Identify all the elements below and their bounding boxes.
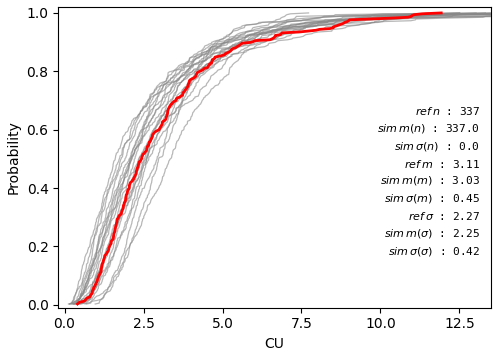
Y-axis label: Probability: Probability [7,121,21,194]
X-axis label: CU: CU [265,337,284,351]
Text: $\it{ref\/n}$ : 337
$\it{sim\/m(n)}$ : 337.0
$\it{sim\/\sigma(n)}$ : 0.0
$\it{re: $\it{ref\/n}$ : 337 $\it{sim\/m(n)}$ : 3… [377,105,480,258]
